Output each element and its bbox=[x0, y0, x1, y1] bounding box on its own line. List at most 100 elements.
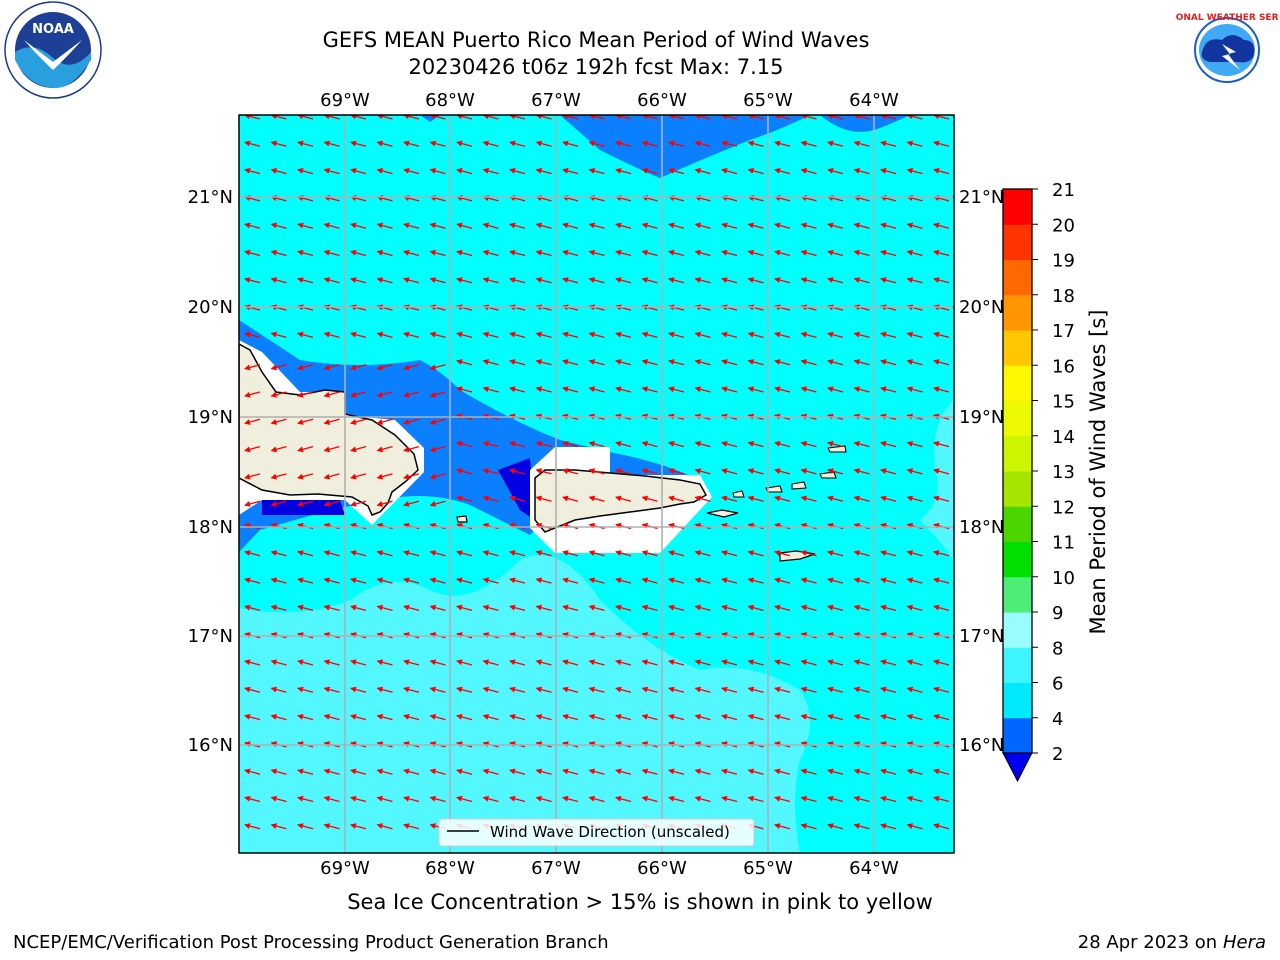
wind-wave-arrow bbox=[933, 823, 950, 830]
wind-wave-arrow bbox=[297, 823, 314, 830]
wind-wave-arrow bbox=[853, 768, 870, 775]
wind-wave-arrow bbox=[747, 277, 764, 284]
wind-wave-arrow bbox=[615, 577, 632, 584]
wind-wave-arrow bbox=[535, 577, 552, 584]
colorbar-segment bbox=[1003, 435, 1032, 472]
wind-wave-arrow bbox=[270, 577, 287, 584]
wind-wave-arrow bbox=[244, 167, 261, 175]
wind-wave-arrow bbox=[562, 359, 579, 366]
wind-wave-arrow bbox=[774, 468, 791, 475]
wind-wave-arrow bbox=[933, 686, 950, 693]
wind-wave-arrow bbox=[562, 713, 579, 721]
wind-wave-arrow bbox=[668, 277, 685, 284]
wind-wave-arrow bbox=[403, 445, 420, 453]
wind-wave-arrow bbox=[668, 713, 685, 721]
wind-wave-arrow bbox=[747, 713, 764, 721]
colorbar-segment bbox=[1003, 400, 1032, 437]
lon-label-bottom: 68°W bbox=[425, 858, 475, 879]
wind-wave-arrow bbox=[694, 713, 711, 721]
sea-region-darkest-east bbox=[498, 458, 535, 520]
wind-wave-arrow bbox=[535, 768, 552, 775]
wind-wave-arrow bbox=[535, 659, 552, 666]
wind-wave-arrow bbox=[588, 686, 605, 693]
wind-wave-arrow bbox=[933, 386, 950, 393]
wind-wave-arrow bbox=[827, 713, 844, 721]
wind-wave-arrow bbox=[244, 364, 261, 371]
wind-wave-arrow bbox=[244, 140, 261, 147]
wind-wave-arrow bbox=[906, 331, 923, 339]
wind-wave-arrow bbox=[906, 440, 923, 448]
map-legend: Wind Wave Direction (unscaled) bbox=[438, 818, 755, 847]
wind-wave-arrow bbox=[350, 500, 367, 507]
wind-wave-arrow bbox=[880, 386, 897, 393]
wind-wave-arrow bbox=[615, 359, 632, 366]
wind-wave-arrow bbox=[403, 364, 420, 371]
wind-wave-arrow bbox=[482, 795, 499, 803]
wind-wave-arrow bbox=[747, 495, 764, 502]
wind-wave-arrow bbox=[933, 440, 950, 448]
wind-wave-arrow bbox=[403, 713, 420, 721]
wind-wave-arrow bbox=[403, 473, 420, 480]
wind-wave-arrow bbox=[456, 331, 473, 339]
wind-wave-arrow bbox=[668, 495, 685, 502]
wind-wave-arrow bbox=[906, 249, 923, 257]
wind-wave-arrow bbox=[800, 604, 817, 612]
lon-label-top: 69°W bbox=[320, 90, 370, 111]
wind-wave-arrow bbox=[615, 686, 632, 693]
lat-label-left: 21°N bbox=[188, 187, 233, 208]
wind-wave-arrow bbox=[456, 686, 473, 693]
wind-wave-arrow bbox=[429, 277, 446, 284]
wind-wave-arrow bbox=[721, 440, 738, 448]
wind-wave-arrow bbox=[429, 222, 446, 229]
wind-wave-arrow bbox=[350, 550, 367, 557]
wind-wave-arrow bbox=[588, 359, 605, 366]
colorbar-tick-label: 9 bbox=[1052, 603, 1063, 624]
wind-wave-arrow bbox=[906, 550, 923, 557]
wind-wave-arrow bbox=[270, 391, 287, 398]
wind-wave-arrow bbox=[694, 495, 711, 502]
wind-wave-arrow bbox=[376, 222, 393, 229]
wind-wave-arrow bbox=[456, 577, 473, 584]
wind-wave-arrow bbox=[350, 795, 367, 803]
lat-label-right: 17°N bbox=[959, 626, 1004, 647]
wind-wave-arrow bbox=[906, 386, 923, 393]
lon-label-bottom: 66°W bbox=[637, 858, 687, 879]
wind-wave-arrow bbox=[429, 473, 446, 480]
wind-wave-arrow bbox=[774, 222, 791, 229]
wind-wave-arrow bbox=[323, 577, 340, 584]
wind-wave-arrow bbox=[270, 222, 287, 229]
wind-wave-arrow bbox=[774, 140, 791, 147]
wind-wave-arrow bbox=[906, 167, 923, 175]
wind-wave-arrow bbox=[880, 604, 897, 612]
wind-wave-arrow bbox=[403, 418, 420, 425]
map-title: GEFS MEAN Puerto Rico Mean Period of Win… bbox=[322, 28, 870, 52]
wind-wave-arrow bbox=[747, 440, 764, 448]
wind-wave-arrow bbox=[376, 140, 393, 147]
lat-label-left: 20°N bbox=[188, 297, 233, 318]
wind-wave-arrow bbox=[827, 823, 844, 830]
wind-wave-arrow bbox=[270, 418, 287, 425]
wind-wave-arrow bbox=[641, 222, 658, 229]
wind-wave-arrow bbox=[694, 577, 711, 584]
wind-wave-arrow bbox=[853, 713, 870, 721]
wind-wave-arrow bbox=[880, 277, 897, 284]
wind-wave-arrow bbox=[270, 713, 287, 721]
wind-wave-arrow bbox=[615, 495, 632, 502]
wind-wave-arrow bbox=[323, 686, 340, 693]
wind-wave-arrow bbox=[429, 550, 446, 557]
colorbar-tick-label: 11 bbox=[1052, 533, 1075, 554]
wind-wave-arrow bbox=[721, 331, 738, 339]
wind-wave-arrow bbox=[933, 359, 950, 366]
wind-wave-arrow bbox=[244, 500, 261, 507]
wind-wave-arrow bbox=[456, 386, 473, 393]
wind-wave-arrow bbox=[668, 468, 685, 475]
wind-wave-arrow bbox=[429, 500, 446, 507]
wind-wave-arrow bbox=[774, 823, 791, 830]
wind-wave-arrow bbox=[774, 768, 791, 775]
wind-wave-arrow bbox=[853, 495, 870, 502]
wind-wave-arrow bbox=[694, 795, 711, 803]
wind-wave-arrow bbox=[774, 495, 791, 502]
wind-wave-arrow bbox=[615, 167, 632, 175]
wind-wave-arrow bbox=[668, 249, 685, 257]
wind-wave-arrow bbox=[297, 686, 314, 693]
